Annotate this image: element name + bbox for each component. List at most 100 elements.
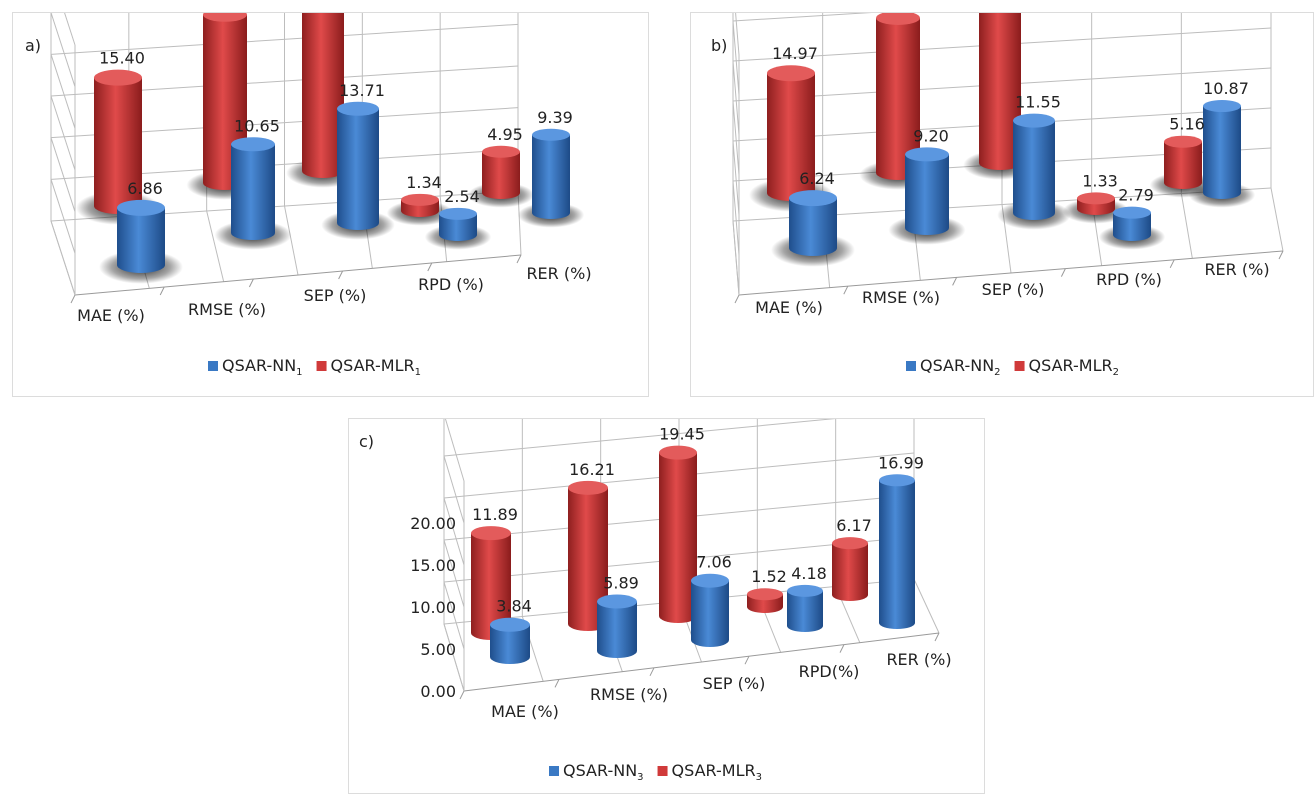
mlr-legend-swatch [1014,361,1025,371]
y-tick-label: 20.00 [410,514,456,533]
mlr-legend-swatch [657,766,668,776]
nn-value-label: 9.20 [913,126,949,145]
nn-bar-2 [214,137,292,250]
nn-bar-2 [888,147,966,245]
nn-value-label: 16.99 [878,453,924,472]
nn-legend-label: QSAR-NN1 [222,356,303,378]
mlr-legend-label: QSAR-MLR3 [672,761,762,783]
nn-value-label: 11.55 [1015,93,1061,112]
bars [76,13,585,284]
chart-panel-b: b)14.9719.3824.341.335.166.249.2011.552.… [690,12,1314,397]
nn-value-label: 13.71 [339,81,385,100]
nn-value-label: 2.54 [444,187,480,206]
y-axis-ticks: 0.00 5.00 10.00 15.00 20.00 [410,514,456,701]
data-labels: 14.9719.3824.341.335.166.249.2011.552.79… [772,44,1249,205]
nn-value-label: 5.89 [603,574,639,593]
category-label: SEP (%) [304,286,367,305]
legend: QSAR-NN3 QSAR-MLR3 [549,761,762,783]
nn-bar-5 [517,128,585,228]
mlr-value-label: 5.16 [1169,115,1205,134]
category-label: RER (%) [886,650,951,669]
mlr-value-label: 1.52 [751,567,787,586]
mlr-value-label: 14.97 [772,44,818,63]
nn-value-label: 2.79 [1118,186,1154,205]
mlr-value-label: 6.17 [836,516,872,535]
mlr-bar-4 [1062,192,1130,224]
mlr-value-label: 1.34 [406,173,442,192]
category-label: RER (%) [1204,260,1269,279]
mlr-value-label: 19.45 [659,425,705,444]
nn-value-label: 4.18 [791,564,827,583]
nn-bar-2 [597,594,637,658]
mlr-bar-1 [471,526,511,640]
mlr-bar-2 [568,480,608,631]
category-label: MAE (%) [491,702,559,721]
nn-legend-swatch [208,361,218,371]
category-label: SEP (%) [703,674,766,693]
y-tick-label: 10.00 [410,598,456,617]
category-label: MAE (%) [77,306,145,325]
nn-bar-3 [321,101,395,240]
mlr-value-label: 16.21 [569,460,615,479]
mlr-bar-4 [386,193,454,226]
nn-value-label: 3.84 [496,597,532,616]
nn-bar-4 [787,584,823,632]
nn-bar-1 [490,617,530,664]
y-tick-label: 15.00 [410,556,456,575]
nn-legend-label: QSAR-NN2 [920,356,1001,378]
category-label: RPD(%) [799,662,860,681]
chart-b-svg: b)14.9719.3824.341.335.166.249.2011.552.… [711,13,1284,378]
nn-bar-5 [879,474,915,629]
category-label: RMSE (%) [188,300,266,319]
nn-bar-4 [424,207,492,250]
nn-value-label: 10.87 [1203,79,1249,98]
chart-panel-a: a)15.4020.1925.981.344.956.8610.6513.712… [12,12,649,397]
nn-bar-3 [997,113,1071,230]
mlr-bar-5 [1149,135,1217,198]
nn-bar-3 [691,573,729,647]
nn-bar-1 [99,199,183,284]
legend: QSAR-NN2 QSAR-MLR2 [906,356,1119,378]
y-tick-label: 5.00 [420,640,456,659]
category-label: RPD (%) [418,275,484,294]
category-label: RMSE (%) [862,288,940,307]
x-axis-categories: MAE (%) RMSE (%) SEP (%) RPD(%) RER (%) [491,650,951,721]
chart-panel-c: c) 0.00 5.00 10.00 15.00 20.00 11.89 16.21 19.45… [348,418,985,794]
x-axis-categories: MAE (%) RMSE (%) SEP (%) RPD (%) RER (%) [755,260,1269,317]
panel-label: c) [359,432,374,451]
mlr-legend-label: QSAR-MLR1 [331,356,421,378]
nn-value-label: 9.39 [537,108,573,127]
mlr-legend-label: QSAR-MLR2 [1029,356,1119,378]
mlr-bar-3 [659,445,697,623]
category-label: MAE (%) [755,298,823,317]
nn-bar-4 [1098,206,1166,250]
nn-legend-swatch [906,361,916,371]
mlr-legend-swatch [316,361,327,371]
nn-bar-5 [1188,100,1256,208]
y-tick-label: 0.00 [420,682,456,701]
mlr-bar-5 [832,537,868,601]
nn-legend-label: QSAR-NN3 [563,761,644,783]
mlr-value-label: 1.33 [1082,171,1118,190]
panel-label: b) [711,36,727,55]
bars [471,445,915,664]
mlr-bar-4 [747,588,783,613]
panel-label: a) [25,36,41,55]
data-labels: 15.4020.1925.981.344.956.8610.6513.712.5… [99,49,573,206]
bars [749,13,1256,267]
mlr-bar-1 [749,65,833,212]
data-labels: 11.89 16.21 19.45 1.52 6.17 3.84 5.89 7.06 4.18 1… [472,425,924,616]
legend: QSAR-NN1 QSAR-MLR1 [208,356,421,378]
category-label: RER (%) [526,264,591,283]
category-label: SEP (%) [982,280,1045,299]
mlr-value-label: 4.95 [487,125,523,144]
mlr-value-label: 15.40 [99,49,145,68]
category-label: RMSE (%) [590,685,668,704]
chart-c-svg: c) 0.00 5.00 10.00 15.00 20.00 11.89 16.21 19.45… [359,419,952,783]
nn-value-label: 10.65 [234,116,280,135]
nn-bar-1 [771,190,855,267]
mlr-value-label: 11.89 [472,505,518,524]
nn-value-label: 6.24 [799,169,835,188]
nn-value-label: 6.86 [127,179,163,198]
mlr-bar-5 [467,145,535,208]
